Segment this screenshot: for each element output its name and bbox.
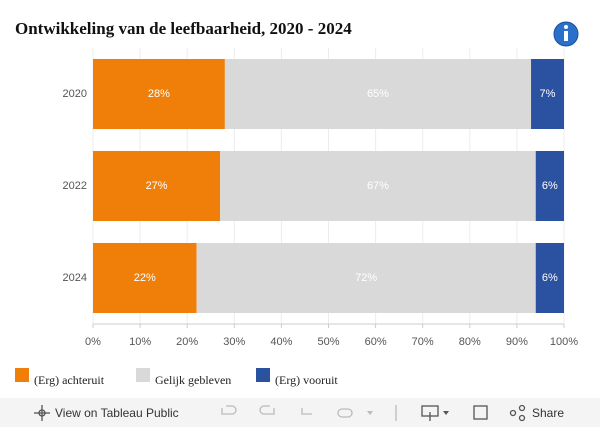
y-tick-label: 2024 [63, 272, 87, 284]
x-tick-label: 10% [129, 336, 151, 348]
legend-label: (Erg) achteruit [34, 373, 105, 387]
bar-label: 65% [367, 88, 389, 100]
bar-label: 6% [542, 180, 558, 192]
y-tick-label: 2022 [63, 180, 87, 192]
bar-segment [535, 151, 564, 221]
bar-segment [224, 59, 532, 129]
legend-swatch [15, 368, 29, 382]
info-icon[interactable] [553, 21, 579, 47]
bar-segment [93, 151, 221, 221]
toolbar: View on Tableau Public Share [0, 398, 600, 427]
bar-label: 22% [134, 272, 156, 284]
chart-title: Ontwikkeling van de leefbaarheid, 2020 -… [15, 19, 352, 38]
y-tick-label: 2020 [63, 88, 87, 100]
legend-swatch [136, 368, 150, 382]
bar-segment [531, 59, 564, 129]
x-tick-label: 30% [223, 336, 245, 348]
x-tick-label: 0% [85, 336, 101, 348]
x-tick-label: 80% [459, 336, 481, 348]
bar-segment [220, 151, 536, 221]
x-tick-label: 100% [550, 336, 578, 348]
x-tick-label: 70% [412, 336, 434, 348]
x-tick-label: 90% [506, 336, 528, 348]
bar-label: 6% [542, 272, 558, 284]
bar-label: 72% [355, 272, 377, 284]
x-tick-label: 20% [176, 336, 198, 348]
bar-segment [93, 243, 197, 313]
bar-segment [196, 243, 536, 313]
legend-label: (Erg) vooruit [275, 373, 338, 387]
legend-swatch [256, 368, 270, 382]
bar-segment [93, 59, 225, 129]
share-button[interactable]: Share [532, 406, 564, 420]
bar-label: 67% [367, 180, 389, 192]
bar-label: 7% [540, 88, 556, 100]
view-on-tableau[interactable]: View on Tableau Public [55, 406, 179, 420]
x-tick-label: 50% [317, 336, 339, 348]
x-tick-label: 40% [270, 336, 292, 348]
bar-label: 27% [146, 180, 168, 192]
x-tick-label: 60% [365, 336, 387, 348]
bar-label: 28% [148, 88, 170, 100]
legend-label: Gelijk gebleven [155, 373, 231, 387]
bar-segment [535, 243, 564, 313]
